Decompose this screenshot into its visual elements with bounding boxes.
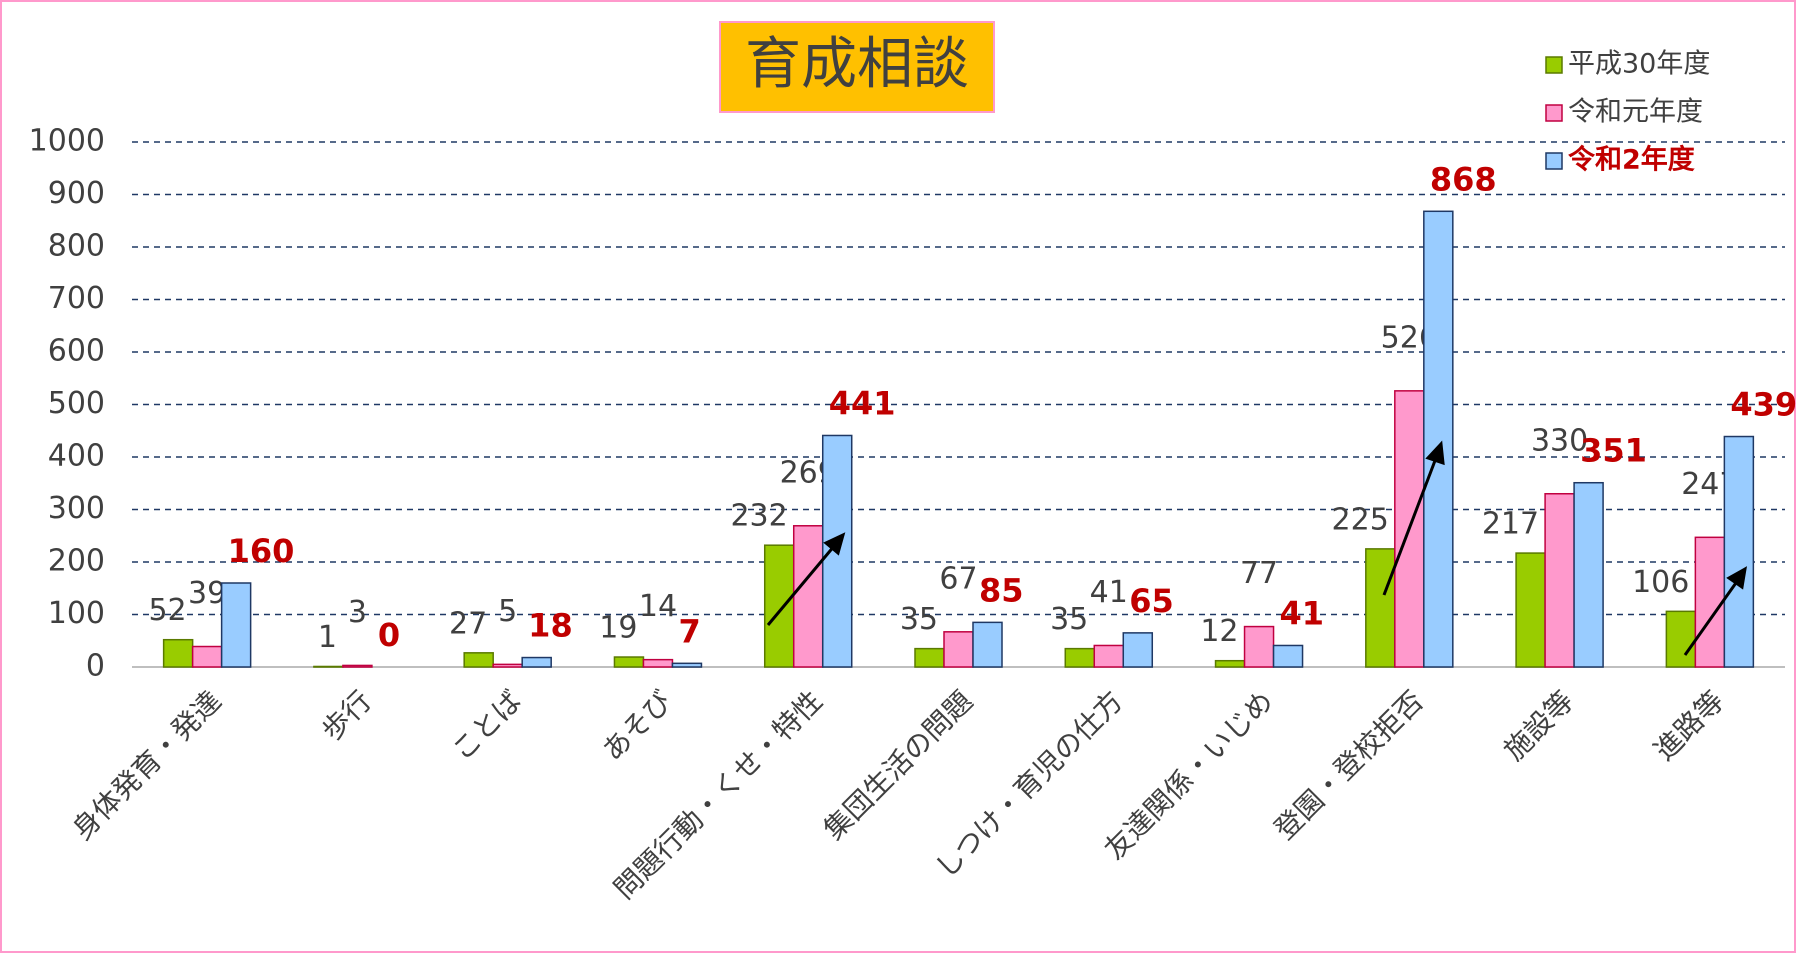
data-label: 7	[678, 612, 700, 650]
bar	[763, 544, 795, 668]
arrow-head	[1726, 566, 1747, 590]
legend-label: 令和2年度	[1568, 144, 1695, 176]
bar	[1573, 481, 1604, 668]
bar	[1694, 536, 1726, 668]
data-label: 35	[900, 602, 938, 637]
legend-label: 令和元年度	[1568, 97, 1703, 128]
bar	[972, 621, 1003, 668]
bar	[642, 658, 674, 668]
data-label: 441	[829, 384, 896, 422]
data-label: 5	[498, 594, 517, 629]
data-label: 351	[1580, 432, 1647, 470]
bar	[1093, 644, 1125, 668]
y-tick-label: 100	[48, 596, 105, 631]
bar	[1423, 210, 1454, 668]
data-label: 52	[148, 593, 186, 628]
data-label: 439	[1730, 386, 1796, 424]
arrow	[1683, 579, 1740, 656]
bar	[1365, 548, 1396, 668]
data-label: 39	[188, 576, 226, 611]
bar	[914, 647, 945, 668]
bar	[463, 652, 494, 668]
data-label: 868	[1430, 160, 1497, 198]
data-label: 41	[1090, 575, 1128, 610]
bar	[792, 525, 824, 668]
legend-swatch	[1545, 104, 1563, 122]
data-label: 14	[639, 589, 677, 624]
bar	[1243, 625, 1275, 668]
y-tick-label: 300	[48, 491, 105, 526]
bar	[313, 665, 344, 668]
data-label: 160	[228, 532, 295, 570]
arrow-head	[1425, 440, 1445, 466]
bar	[613, 656, 645, 668]
data-label: 217	[1482, 507, 1539, 542]
data-label: 0	[378, 616, 400, 654]
data-label: 225	[1332, 502, 1389, 537]
legend-label: 平成30年度	[1568, 49, 1710, 80]
data-label: 27	[449, 606, 487, 641]
bar	[1515, 552, 1546, 668]
data-label: 65	[1129, 582, 1174, 620]
bar	[671, 662, 703, 668]
y-tick-label: 800	[48, 229, 105, 264]
y-tick-label: 600	[48, 334, 105, 369]
bar	[220, 582, 252, 668]
data-label: 67	[939, 561, 977, 596]
data-label: 77	[1240, 556, 1278, 591]
bar	[1214, 659, 1246, 668]
legend-swatch	[1545, 56, 1563, 74]
data-label: 35	[1050, 602, 1088, 637]
y-tick-label: 0	[86, 649, 105, 684]
y-tick-label: 700	[48, 281, 105, 316]
y-tick-label: 500	[48, 386, 105, 421]
data-label: 330	[1531, 423, 1588, 458]
data-label: 3	[348, 595, 367, 630]
y-tick-label: 400	[48, 439, 105, 474]
arrows	[766, 440, 1747, 656]
chart-title: 育成相談	[745, 32, 969, 97]
bar	[1544, 493, 1575, 668]
bar	[492, 663, 523, 668]
y-tick-label: 900	[48, 176, 105, 211]
y-tick-label: 1000	[29, 124, 105, 159]
data-label: 12	[1200, 614, 1238, 649]
title-box	[719, 21, 995, 113]
data-label: 1	[318, 620, 337, 655]
bar	[1272, 644, 1304, 668]
legend-swatch	[1545, 152, 1563, 170]
data-label: 85	[979, 571, 1024, 609]
data-label: 232	[730, 499, 787, 534]
data-label: 41	[1280, 594, 1325, 632]
bar	[1064, 647, 1096, 668]
bar	[162, 638, 194, 668]
bar	[1665, 610, 1697, 668]
arrow	[766, 544, 837, 626]
bar	[943, 631, 974, 668]
bar	[521, 656, 552, 668]
data-label: 106	[1632, 565, 1689, 600]
bar	[342, 664, 373, 668]
bar	[1723, 435, 1755, 668]
data-label: 19	[599, 611, 637, 646]
arrow	[1382, 457, 1438, 596]
data-label: 18	[528, 607, 573, 645]
arrow-head	[823, 532, 846, 556]
bar	[191, 645, 223, 668]
bar	[1122, 632, 1154, 668]
y-tick-label: 200	[48, 544, 105, 579]
